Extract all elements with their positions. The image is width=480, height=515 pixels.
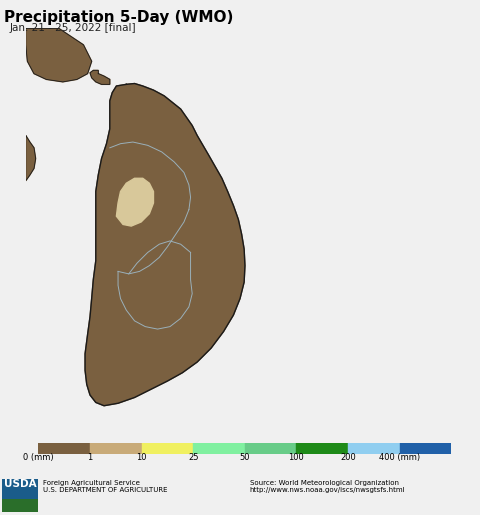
Bar (245, 443, 297, 454)
Bar (142, 443, 193, 454)
Polygon shape (117, 178, 154, 226)
Text: 10: 10 (136, 453, 147, 462)
Bar (90, 443, 142, 454)
Polygon shape (26, 135, 36, 181)
Text: 100: 100 (288, 453, 304, 462)
Text: Source: World Meteorological Organization
http://www.nws.noaa.gov/iscs/nwsgtsfs.: Source: World Meteorological Organizatio… (250, 479, 405, 493)
Text: 25: 25 (188, 453, 198, 462)
Polygon shape (131, 98, 138, 104)
Text: USDA: USDA (4, 479, 36, 489)
Bar (2, 499, 38, 512)
Text: 400 (mm): 400 (mm) (379, 453, 420, 462)
Polygon shape (90, 71, 110, 84)
Text: Precipitation 5-Day (WMO): Precipitation 5-Day (WMO) (4, 10, 233, 25)
Text: 0 (mm): 0 (mm) (23, 453, 54, 462)
Bar (38, 443, 90, 454)
Text: 200: 200 (340, 453, 356, 462)
Text: 1: 1 (87, 453, 93, 462)
Polygon shape (26, 28, 92, 82)
Bar (193, 443, 245, 454)
Polygon shape (85, 83, 245, 406)
Bar (296, 443, 348, 454)
Bar (348, 443, 399, 454)
Text: 50: 50 (240, 453, 250, 462)
Text: Jan. 21 - 25, 2022 [final]: Jan. 21 - 25, 2022 [final] (10, 23, 136, 32)
Bar (2, 479, 38, 512)
Text: Foreign Agricultural Service
U.S. DEPARTMENT OF AGRICULTURE: Foreign Agricultural Service U.S. DEPART… (43, 479, 168, 493)
Bar (399, 443, 451, 454)
Polygon shape (118, 93, 125, 97)
Polygon shape (143, 104, 149, 109)
